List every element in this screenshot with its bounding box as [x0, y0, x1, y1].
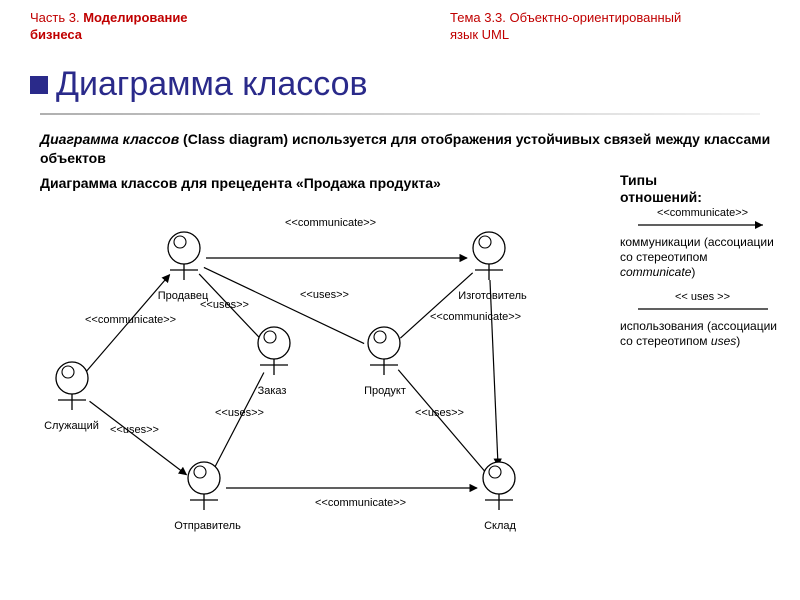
node-label-clerk: Служащий — [34, 420, 109, 432]
node-label-product: Продукт — [350, 385, 420, 397]
edge-label-order-sender: <<uses>> — [215, 408, 264, 419]
edge-label-maker-product: <<communicate>> — [430, 312, 521, 323]
hr-2: язык UML — [450, 27, 509, 42]
legend-uses-text: использования (ассоциации со стереотипом… — [620, 319, 785, 349]
node-storage — [475, 460, 523, 516]
edge-clerk-sender — [90, 401, 187, 474]
title-text: Диаграмма классов — [56, 65, 368, 104]
title-bullet-icon — [30, 76, 48, 94]
legend-uses: << uses >> использования (ассоциации со … — [620, 292, 785, 349]
legend-comm-text: коммуникации (ассоциации со стереотипом … — [620, 235, 785, 280]
header-right: Тема 3.3. Объектно-ориентированный язык … — [450, 10, 681, 44]
page-title: Диаграмма классов — [30, 65, 368, 104]
edge-label-sender-storage: <<communicate>> — [315, 498, 406, 509]
dashed-line-icon — [633, 303, 773, 315]
title-underline — [40, 113, 760, 115]
class-diagram: Продавец Изготовитель Служащий Заказ Про… — [20, 200, 610, 580]
node-product — [360, 325, 408, 381]
subtitle: Диаграмма классов для прецедента «Продаж… — [40, 175, 441, 191]
node-seller — [160, 230, 208, 286]
node-label-order: Заказ — [242, 385, 302, 397]
legend-communicate: <<communicate>> коммуникации (ассоциации… — [620, 208, 785, 280]
desc-bold: Диаграмма классов — [40, 131, 179, 147]
node-clerk — [48, 360, 96, 416]
edge-label-seller-maker: <<communicate>> — [285, 218, 376, 229]
hl-2: Моделирование — [83, 10, 187, 25]
tt2: отношений: — [620, 189, 702, 205]
node-label-storage: Склад — [470, 520, 530, 532]
legend-uses-label: << uses >> — [620, 292, 785, 303]
types-title: Типы отношений: — [620, 172, 702, 206]
hr-1: Тема 3.3. Объектно-ориентированный — [450, 10, 681, 25]
hl-1: Часть 3. — [30, 10, 80, 25]
legend: <<communicate>> коммуникации (ассоциации… — [620, 208, 785, 361]
edge-label-clerk-sender: <<uses>> — [110, 425, 159, 436]
node-sender — [180, 460, 228, 516]
node-label-maker: Изготовитель — [450, 290, 535, 302]
node-order — [250, 325, 298, 381]
description: Диаграмма классов (Class diagram) исполь… — [40, 130, 800, 168]
hl-3: бизнеса — [30, 27, 82, 42]
header-left: Часть 3. Моделирование бизнеса — [30, 10, 188, 44]
node-maker — [465, 230, 513, 286]
edge-maker-storage — [490, 280, 498, 466]
edge-label-product-storage: <<uses>> — [415, 408, 464, 419]
edge-label-seller-order: <<uses>> — [200, 300, 249, 311]
legend-comm-label: <<communicate>> — [620, 208, 785, 219]
node-label-sender: Отправитель — [165, 520, 250, 532]
arrow-icon — [633, 219, 773, 231]
edge-label-seller-product: <<uses>> — [300, 290, 349, 301]
tt1: Типы — [620, 172, 657, 188]
edge-label-clerk-seller: <<communicate>> — [85, 315, 176, 326]
edge-maker-product — [400, 273, 472, 338]
